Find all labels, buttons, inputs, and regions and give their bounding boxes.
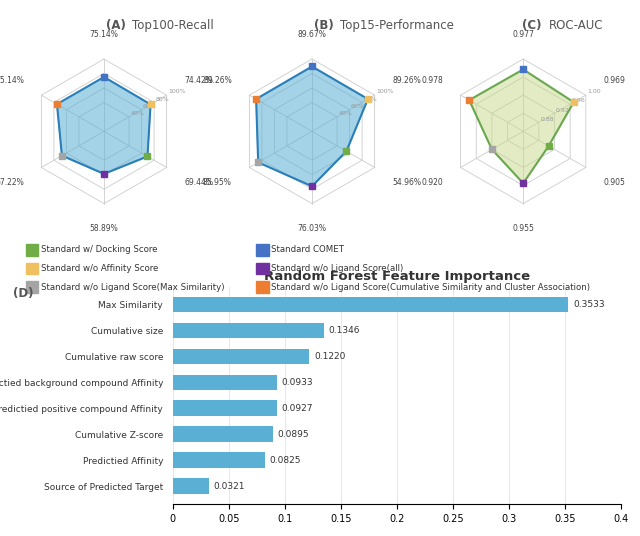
Text: 0.969: 0.969 <box>604 76 625 85</box>
Text: Standard w/o Ligand Score(all): Standard w/o Ligand Score(all) <box>271 264 404 273</box>
Text: 0.0927: 0.0927 <box>281 404 312 413</box>
Text: 58.89%: 58.89% <box>90 224 118 233</box>
Text: 60%: 60% <box>143 104 157 109</box>
Text: 0.0933: 0.0933 <box>282 378 314 387</box>
Text: 0.1220: 0.1220 <box>314 352 346 361</box>
Bar <box>173 375 277 390</box>
Text: 89.67%: 89.67% <box>298 30 326 39</box>
Text: 80%: 80% <box>156 96 170 102</box>
Polygon shape <box>469 70 573 183</box>
Text: 80%: 80% <box>364 96 378 102</box>
Text: Standard w/o Ligand Score(Cumulative Similarity and Cluster Association): Standard w/o Ligand Score(Cumulative Sim… <box>271 283 590 292</box>
Text: 67.22%: 67.22% <box>0 177 24 187</box>
Text: ROC-AUC: ROC-AUC <box>548 19 603 32</box>
Text: 0.1346: 0.1346 <box>328 326 360 335</box>
Text: 75.14%: 75.14% <box>0 76 24 85</box>
Bar <box>173 296 568 312</box>
Text: 0.920: 0.920 <box>421 177 443 187</box>
Text: 89.26%: 89.26% <box>392 76 421 85</box>
Text: 0.88: 0.88 <box>540 116 554 122</box>
Text: 75.14%: 75.14% <box>90 30 118 39</box>
Text: 0.978: 0.978 <box>421 76 443 85</box>
Text: 69.44%: 69.44% <box>184 177 213 187</box>
Text: Top100-Recall: Top100-Recall <box>132 19 214 32</box>
Text: Standard COMET: Standard COMET <box>271 245 344 254</box>
Text: 100%: 100% <box>168 90 186 94</box>
Text: 54.96%: 54.96% <box>392 177 421 187</box>
Text: Top15-Performance: Top15-Performance <box>340 19 454 32</box>
Bar <box>173 452 265 468</box>
Text: 0.96: 0.96 <box>572 99 586 103</box>
Polygon shape <box>57 77 150 174</box>
Bar <box>173 400 276 416</box>
Bar <box>173 427 273 442</box>
Text: 40%: 40% <box>131 111 145 116</box>
Text: Standard w/o Ligand Score(Max Similarity): Standard w/o Ligand Score(Max Similarity… <box>41 283 225 292</box>
Text: (B): (B) <box>314 19 333 32</box>
Text: 85.95%: 85.95% <box>203 177 232 187</box>
Text: (D): (D) <box>13 287 33 300</box>
Text: Standard w/ Docking Score: Standard w/ Docking Score <box>41 245 157 254</box>
Text: 89.26%: 89.26% <box>203 76 232 85</box>
Text: 40%: 40% <box>339 111 353 116</box>
Bar <box>173 323 324 338</box>
Bar <box>173 348 309 364</box>
Text: (A): (A) <box>106 19 125 32</box>
Text: 60%: 60% <box>351 104 365 109</box>
Text: 0.0825: 0.0825 <box>269 456 301 465</box>
Text: (C): (C) <box>522 19 541 32</box>
Text: 74.42%: 74.42% <box>184 76 213 85</box>
Text: Standard w/o Affinity Score: Standard w/o Affinity Score <box>41 264 158 273</box>
Bar <box>173 479 209 494</box>
Text: 0.92: 0.92 <box>556 108 570 113</box>
Text: 76.03%: 76.03% <box>298 224 326 233</box>
Text: 1.00: 1.00 <box>588 90 601 94</box>
Text: 0.905: 0.905 <box>604 177 625 187</box>
Title: Random Forest Feature Importance: Random Forest Feature Importance <box>264 270 530 283</box>
Text: 0.0321: 0.0321 <box>213 482 244 490</box>
Text: 0.955: 0.955 <box>512 224 534 233</box>
Polygon shape <box>256 66 368 187</box>
Text: 100%: 100% <box>376 90 394 94</box>
Text: 0.3533: 0.3533 <box>573 300 605 309</box>
Text: 0.977: 0.977 <box>512 30 534 39</box>
Text: 0.0895: 0.0895 <box>278 430 309 439</box>
